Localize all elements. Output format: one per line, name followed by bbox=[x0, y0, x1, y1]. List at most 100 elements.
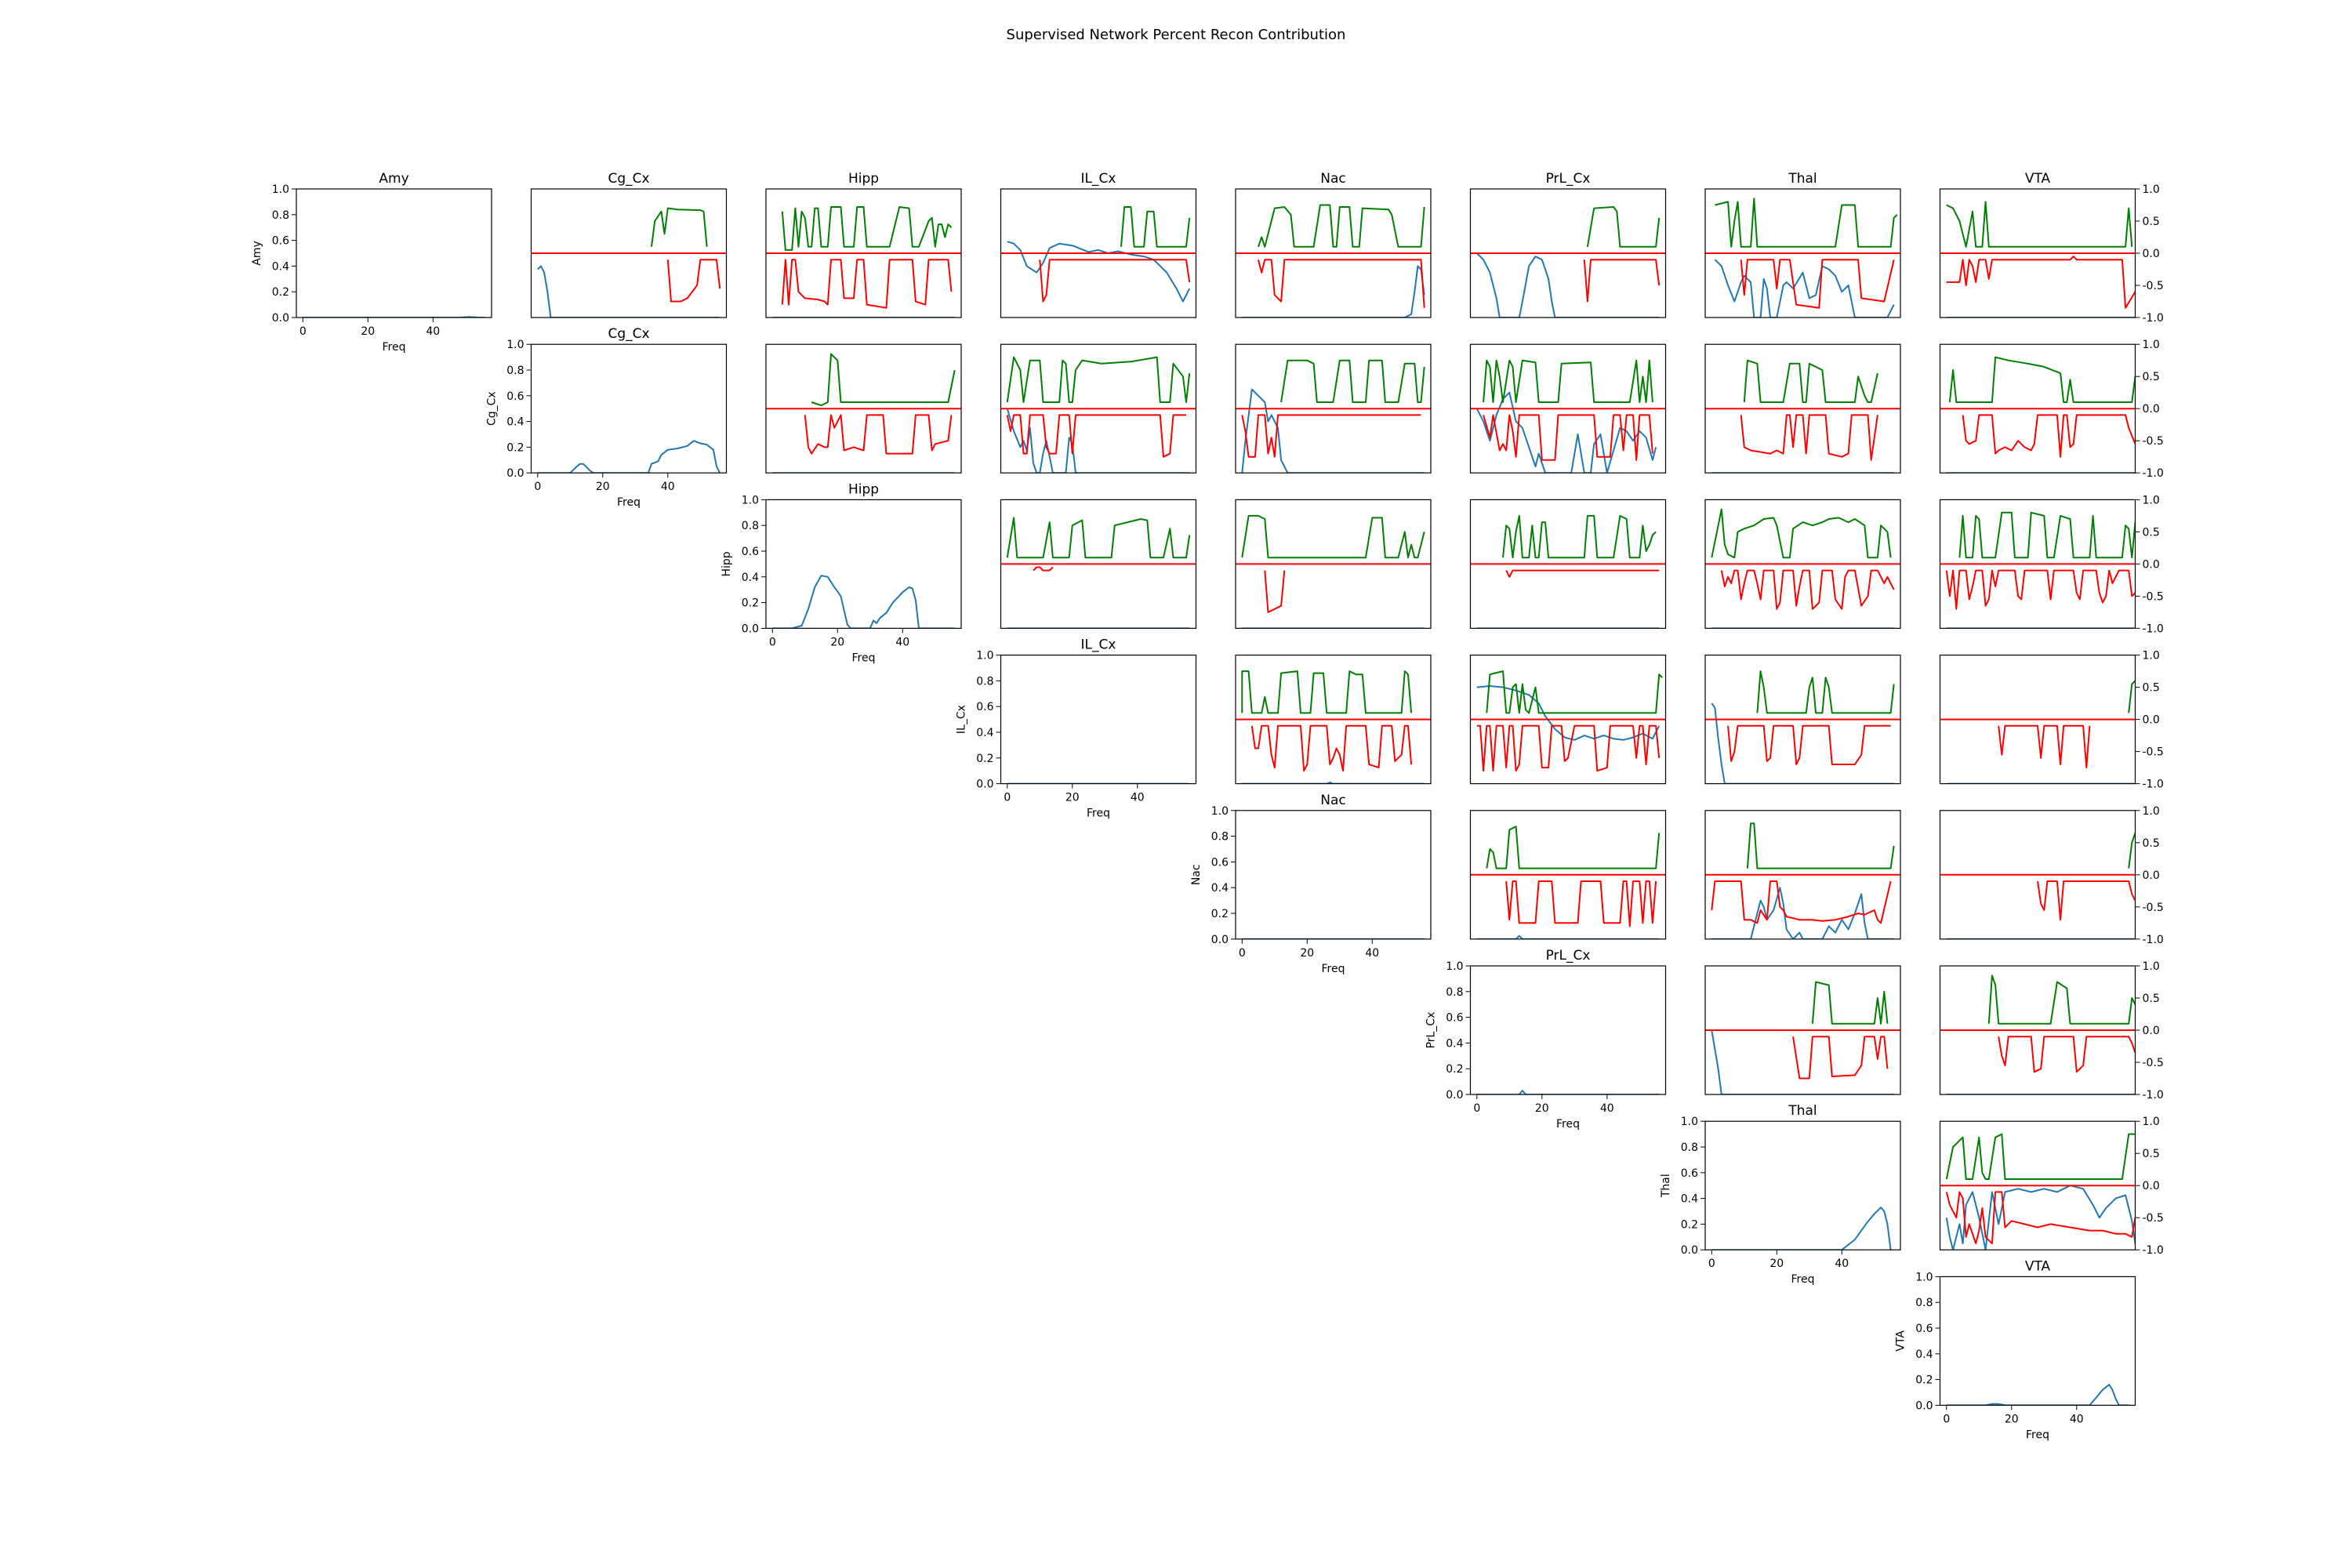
y-tick-label: 0.4 bbox=[1446, 1037, 1463, 1050]
y-tick-label: 0.6 bbox=[742, 546, 759, 558]
x-axis-label: Freq bbox=[1791, 1273, 1815, 1286]
series-line-red bbox=[1476, 724, 1661, 772]
right-tick-label: -0.5 bbox=[2143, 746, 2164, 759]
pair-panel-IL_Cx-PrL_Cx bbox=[1469, 654, 1667, 785]
x-axis-label: Freq bbox=[1087, 808, 1110, 820]
right-tick-label: 0.5 bbox=[2143, 1148, 2160, 1160]
series-line-red bbox=[1962, 414, 2136, 458]
right-tick-label: 0.0 bbox=[2143, 558, 2160, 571]
x-axis-label: Freq bbox=[617, 496, 641, 509]
pair-panel-Amy-Hipp bbox=[765, 188, 962, 318]
right-tick-label: 0.0 bbox=[2143, 869, 2160, 882]
pair-panel-Cg_Cx-Hipp bbox=[765, 343, 962, 474]
panel-frame bbox=[1000, 499, 1197, 630]
x-tick-label: 0 bbox=[534, 481, 541, 493]
series-line-red bbox=[1740, 259, 1895, 309]
column-title: Amy bbox=[379, 171, 408, 187]
y-axis-label: VTA bbox=[1895, 1330, 1907, 1352]
series-line-green bbox=[1258, 204, 1425, 248]
diag-panel-IL_Cx bbox=[996, 654, 1197, 789]
right-tick-label: 1.0 bbox=[2143, 494, 2160, 506]
right-tick-label: -1.0 bbox=[2143, 622, 2164, 635]
right-tick-label: 1.0 bbox=[2143, 339, 2160, 351]
panel-frame bbox=[1704, 188, 1901, 318]
series-line-green bbox=[1958, 511, 2136, 559]
y-tick-label: 0.6 bbox=[506, 390, 524, 403]
x-axis-label: Freq bbox=[852, 652, 876, 664]
pair-panel-Cg_Cx-VTA bbox=[1939, 343, 2140, 474]
series-line-green bbox=[2128, 680, 2136, 713]
panel-frame bbox=[1469, 343, 1667, 474]
pair-panel-Hipp-VTA bbox=[1939, 499, 2140, 630]
x-axis-label: Freq bbox=[383, 341, 406, 354]
y-tick-label: 0.0 bbox=[976, 779, 993, 791]
y-axis-label: Nac bbox=[1190, 864, 1203, 885]
pair-panel-Cg_Cx-Nac bbox=[1235, 343, 1432, 474]
y-axis-label: Cg_Cx bbox=[486, 391, 499, 426]
series-line-red bbox=[1505, 880, 1657, 927]
pair-panel-Nac-VTA bbox=[1939, 810, 2140, 940]
pair-panel-Nac-PrL_Cx bbox=[1469, 810, 1667, 940]
panel-frame bbox=[1939, 1120, 2136, 1250]
series-line-blue bbox=[1241, 388, 1425, 474]
x-tick-label: 0 bbox=[1708, 1258, 1715, 1270]
y-tick-label: 0.4 bbox=[1681, 1193, 1698, 1206]
series-line-red bbox=[1711, 880, 1892, 924]
series-line-green bbox=[1715, 198, 1898, 248]
right-tick-label: 0.5 bbox=[2143, 682, 2160, 695]
right-tick-label: 1.0 bbox=[2143, 960, 2160, 973]
y-tick-label: 0.0 bbox=[1446, 1089, 1463, 1102]
series-line-red bbox=[781, 259, 953, 309]
panel-frame bbox=[1235, 810, 1432, 940]
series-line-blue bbox=[1476, 935, 1660, 939]
right-tick-label: -0.5 bbox=[2143, 1212, 2164, 1225]
series-line-green bbox=[1945, 1133, 2136, 1180]
y-tick-label: 0.8 bbox=[976, 675, 993, 688]
y-tick-label: 0.4 bbox=[742, 572, 759, 584]
y-tick-label: 0.2 bbox=[1446, 1063, 1463, 1076]
y-axis-label: PrL_Cx bbox=[1425, 1012, 1438, 1049]
series-line-red bbox=[1483, 414, 1653, 461]
x-tick-label: 40 bbox=[1365, 947, 1379, 960]
diag-panel-PrL_Cx bbox=[1465, 965, 1667, 1099]
series-line-red bbox=[1039, 259, 1191, 303]
panel-frame bbox=[1939, 810, 2136, 940]
x-tick-label: 0 bbox=[1473, 1102, 1480, 1115]
column-title: Cg_Cx bbox=[608, 171, 649, 187]
y-axis-label: Hipp bbox=[720, 551, 733, 576]
right-tick-label: 0.5 bbox=[2143, 526, 2160, 539]
y-tick-label: 0.8 bbox=[1681, 1142, 1698, 1154]
panel-frame bbox=[1000, 188, 1197, 318]
right-tick-label: -0.5 bbox=[2143, 435, 2164, 448]
y-tick-label: 0.4 bbox=[506, 416, 524, 429]
x-tick-label: 40 bbox=[1835, 1258, 1849, 1270]
panel-frame bbox=[765, 188, 962, 318]
series-line-red bbox=[1006, 414, 1186, 458]
pair-panel-IL_Cx-VTA bbox=[1939, 654, 2140, 785]
y-tick-label: 0.2 bbox=[1681, 1218, 1698, 1231]
series-line-green bbox=[1811, 981, 1889, 1025]
series-line-red bbox=[1792, 1036, 1889, 1080]
right-tick-label: 1.0 bbox=[2143, 1116, 2160, 1128]
diag-panel-VTA bbox=[1935, 1276, 2136, 1410]
panel-frame bbox=[1235, 188, 1432, 318]
series-line-red bbox=[1945, 1191, 2136, 1244]
x-tick-label: 20 bbox=[1065, 792, 1080, 804]
pair-panel-Hipp-Nac bbox=[1235, 499, 1432, 630]
y-tick-label: 0.0 bbox=[506, 467, 524, 480]
pair-panel-Cg_Cx-PrL_Cx bbox=[1469, 343, 1667, 474]
y-tick-label: 0.4 bbox=[1211, 882, 1229, 895]
y-tick-label: 1.0 bbox=[272, 183, 289, 196]
y-tick-label: 0.6 bbox=[1446, 1012, 1463, 1025]
y-tick-label: 0.2 bbox=[506, 441, 524, 454]
series-line-red bbox=[1946, 256, 2136, 309]
right-tick-label: -0.5 bbox=[2143, 902, 2164, 914]
y-axis-label: Amy bbox=[251, 241, 263, 266]
y-tick-label: 1.0 bbox=[976, 650, 993, 662]
series-line-red bbox=[666, 259, 721, 303]
y-tick-label: 0.0 bbox=[272, 312, 289, 325]
x-tick-label: 40 bbox=[1131, 792, 1145, 804]
pair-panel-Amy-PrL_Cx bbox=[1469, 188, 1667, 318]
x-tick-label: 40 bbox=[661, 481, 675, 493]
